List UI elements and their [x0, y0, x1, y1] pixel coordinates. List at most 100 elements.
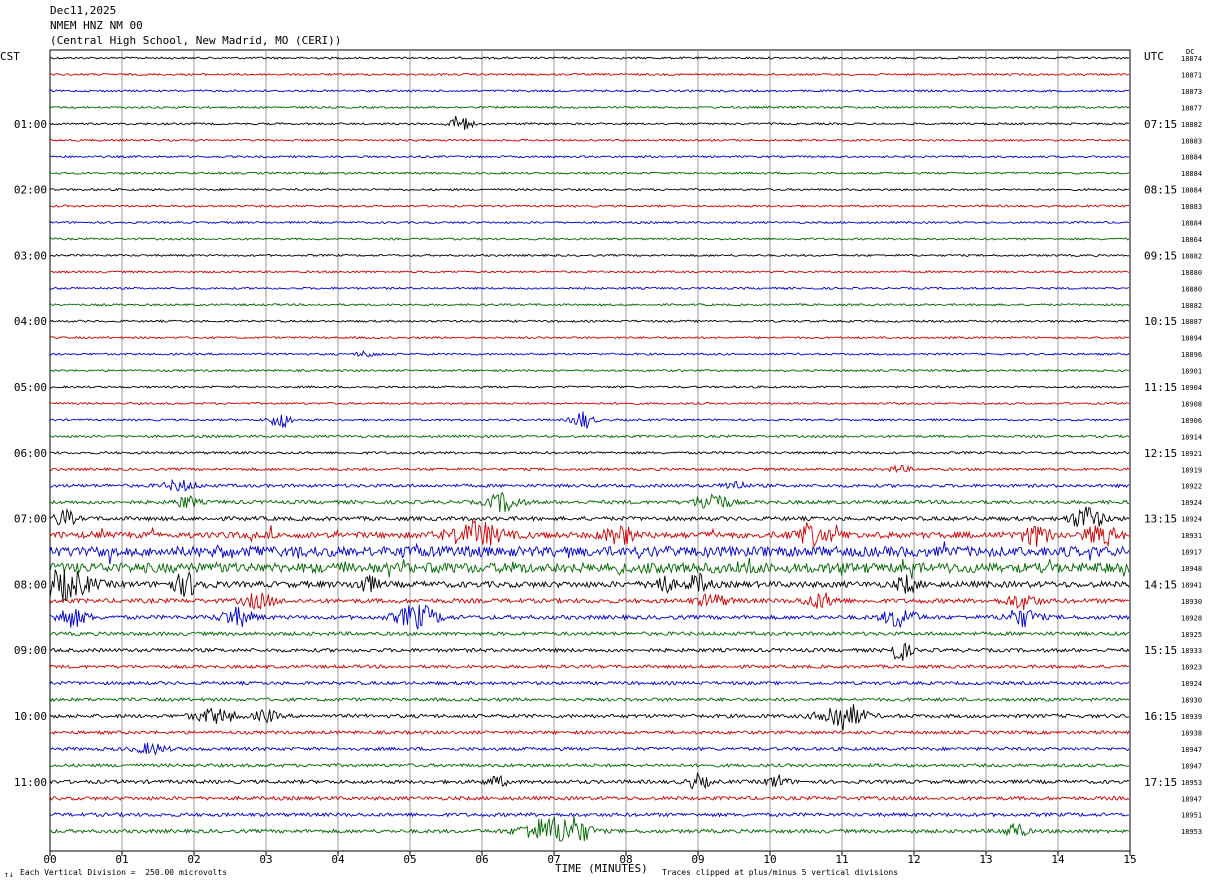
dc-value: 18921 [1181, 450, 1202, 458]
right-time-label: 14:15 [1144, 578, 1177, 591]
date-label: Dec11,2025 [50, 4, 117, 17]
dc-value: 18951 [1181, 812, 1202, 820]
left-time-label: 01:00 [14, 118, 47, 131]
trace-row-0 [49, 56, 1130, 60]
x-axis-title: TIME (MINUTES) [555, 862, 648, 875]
x-tick-label: 04 [331, 853, 345, 866]
trace-row-41 [49, 729, 1130, 736]
left-time-label: 07:00 [14, 513, 47, 526]
dc-value: 18947 [1181, 746, 1202, 754]
dc-value: 18873 [1181, 88, 1202, 96]
x-tick-label: 09 [691, 853, 704, 866]
right-time-label: 13:15 [1144, 513, 1177, 526]
x-tick-label: 01 [115, 853, 128, 866]
trace-row-7 [49, 171, 1130, 175]
dc-value: 18941 [1181, 581, 1202, 589]
trace-row-2 [49, 89, 1130, 93]
station-label: NMEM HNZ NM 00 [50, 19, 143, 32]
dc-value: 18874 [1181, 55, 1202, 63]
left-time-label: 10:00 [14, 710, 47, 723]
location-label: (Central High School, New Madrid, MO (CE… [50, 34, 342, 47]
x-tick-label: 05 [403, 853, 416, 866]
dc-value: 18939 [1181, 713, 1202, 721]
trace-row-21 [49, 401, 1130, 406]
x-tick-label: 08 [619, 853, 632, 866]
trace-row-27 [49, 491, 1130, 513]
left-time-label: 11:00 [14, 776, 47, 789]
dc-value: 18880 [1181, 269, 1202, 277]
left-axis-title: CST [0, 50, 20, 63]
left-time-label: 09:00 [14, 644, 47, 657]
trace-row-6 [49, 154, 1130, 159]
dc-value: 18901 [1181, 368, 1202, 376]
dc-value: 18904 [1181, 384, 1202, 392]
dc-axis-title: DC [1186, 48, 1195, 56]
trace-row-14 [49, 286, 1130, 291]
x-tick-label: 12 [907, 853, 920, 866]
trace-row-30 [49, 541, 1130, 565]
trace-row-26 [49, 478, 1130, 492]
trace-row-19 [49, 368, 1130, 373]
dc-value: 18884 [1181, 220, 1202, 228]
dc-value: 18925 [1181, 631, 1202, 639]
dc-value: 18923 [1181, 664, 1202, 672]
x-tick-label: 14 [1051, 853, 1065, 866]
right-time-label: 08:15 [1144, 184, 1177, 197]
right-time-label: 15:15 [1144, 644, 1177, 657]
right-time-label: 09:15 [1144, 249, 1177, 262]
trace-row-4 [49, 115, 1130, 130]
trace-row-36 [49, 642, 1130, 661]
dc-value: 18933 [1181, 647, 1202, 655]
left-time-label: 02:00 [14, 184, 47, 197]
trace-row-29 [49, 519, 1130, 548]
x-tick-label: 07 [547, 853, 560, 866]
trace-row-44 [49, 771, 1130, 790]
trace-row-47 [49, 815, 1130, 842]
trace-row-35 [49, 630, 1130, 637]
trace-row-5 [49, 138, 1130, 142]
dc-value: 18894 [1181, 335, 1202, 343]
trace-row-11 [49, 237, 1130, 241]
dc-value: 18919 [1181, 466, 1202, 474]
left-time-label: 08:00 [14, 578, 47, 591]
right-time-label: 16:15 [1144, 710, 1177, 723]
dc-value: 18928 [1181, 614, 1202, 622]
left-time-label: 06:00 [14, 447, 47, 460]
dc-value: 18882 [1181, 121, 1202, 129]
dc-value: 18884 [1181, 187, 1202, 195]
left-time-label: 03:00 [14, 249, 47, 262]
dc-value: 18871 [1181, 71, 1202, 79]
x-tick-label: 11 [835, 853, 848, 866]
x-tick-label: 02 [187, 853, 200, 866]
trace-row-32 [49, 569, 1130, 601]
x-tick-label: 06 [475, 853, 488, 866]
trace-row-8 [49, 187, 1130, 192]
dc-value: 18883 [1181, 137, 1202, 145]
dc-value: 18917 [1181, 549, 1202, 557]
trace-row-15 [49, 303, 1130, 307]
right-time-label: 17:15 [1144, 776, 1177, 789]
trace-row-31 [49, 557, 1130, 580]
dc-value: 18947 [1181, 762, 1202, 770]
dc-value: 18924 [1181, 499, 1202, 507]
trace-row-46 [49, 811, 1130, 818]
clip-note: Traces clipped at plus/minus 5 vertical … [662, 868, 899, 877]
trace-row-3 [49, 105, 1130, 110]
trace-row-23 [49, 434, 1130, 439]
dc-value: 18882 [1181, 302, 1202, 310]
dc-value: 18908 [1181, 400, 1202, 408]
x-tick-label: 03 [259, 853, 272, 866]
x-tick-label: 10 [763, 853, 776, 866]
trace-row-12 [49, 253, 1130, 258]
trace-row-25 [49, 464, 1130, 474]
trace-row-34 [49, 604, 1130, 630]
trace-row-42 [49, 742, 1130, 756]
trace-row-10 [49, 220, 1130, 225]
trace-row-28 [49, 506, 1130, 527]
dc-value: 18930 [1181, 598, 1202, 606]
dc-value: 18882 [1181, 252, 1202, 260]
dc-value: 18947 [1181, 795, 1202, 803]
right-time-label: 12:15 [1144, 447, 1177, 460]
dc-value: 18887 [1181, 318, 1202, 326]
